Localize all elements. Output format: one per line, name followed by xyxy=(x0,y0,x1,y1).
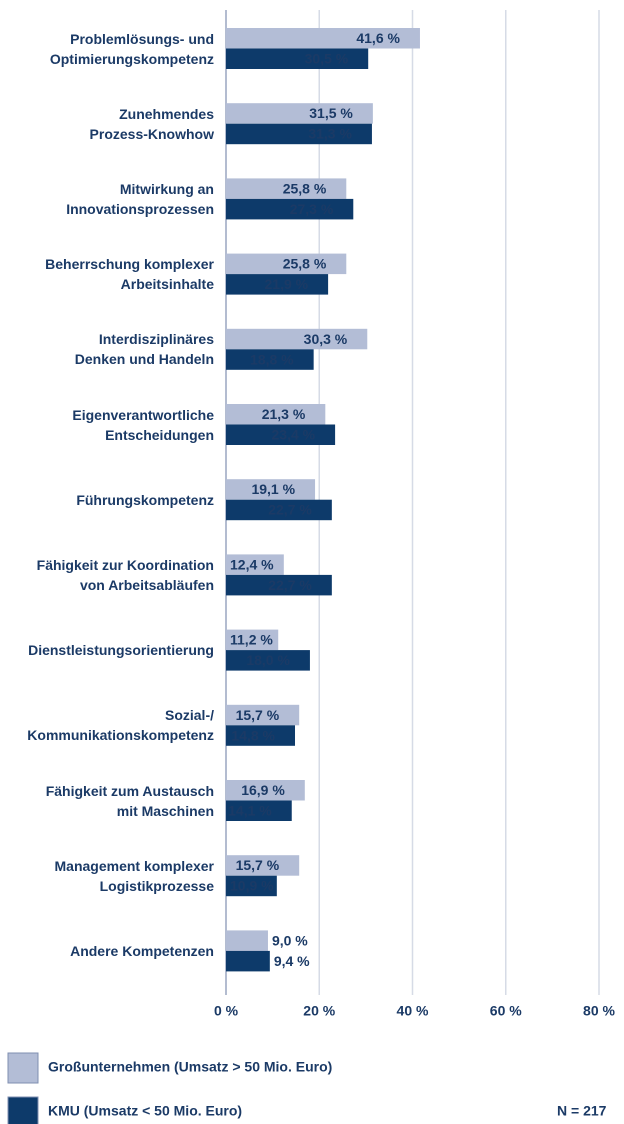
value-label: 30,3 % xyxy=(304,331,348,347)
legend-label: KMU (Umsatz < 50 Mio. Euro) xyxy=(48,1103,242,1119)
category-label: Sozial-/ Kommunikationskompetenz xyxy=(27,707,214,744)
value-label: 25,8 % xyxy=(283,256,327,272)
bar xyxy=(226,103,373,124)
x-tick-label: 20 % xyxy=(303,1003,335,1019)
category-label: Management komplexer Logistikprozesse xyxy=(54,857,215,894)
value-label: 9,4 % xyxy=(274,953,310,969)
bar xyxy=(226,48,369,69)
category-label: Führungskompetenz xyxy=(76,491,214,508)
bar xyxy=(226,328,368,350)
value-label: 14,8 % xyxy=(231,727,275,743)
bar xyxy=(226,629,279,651)
legend-label: Großunternehmen (Umsatz > 50 Mio. Euro) xyxy=(48,1059,332,1075)
value-label: 10,9 % xyxy=(230,878,274,894)
category-label: Andere Kompetenzen xyxy=(70,942,214,959)
value-label: 11,2 % xyxy=(230,632,273,648)
bar xyxy=(226,404,326,425)
value-label: 25,8 % xyxy=(283,180,327,196)
bar xyxy=(226,499,332,521)
legend-swatch xyxy=(7,1052,39,1084)
x-tick-label: 60 % xyxy=(490,1003,522,1019)
bar xyxy=(226,780,305,801)
value-label: 21,9 % xyxy=(265,276,309,292)
bar xyxy=(226,950,270,972)
x-tick-label: 80 % xyxy=(583,1003,615,1019)
value-label: 14,1 % xyxy=(228,802,272,818)
bar xyxy=(226,725,296,746)
value-label: 18,8 % xyxy=(250,351,294,367)
bar xyxy=(226,875,277,897)
category-label: Eigenverantwortliche Entscheidungen xyxy=(72,406,214,443)
category-label: Dienstleistungsorientierung xyxy=(28,642,214,659)
category-label: Interdisziplinäres Denken und Handeln xyxy=(74,331,214,368)
bar xyxy=(226,424,336,445)
bar xyxy=(226,930,268,951)
bar xyxy=(226,574,332,596)
bar xyxy=(226,855,300,876)
legend-swatch xyxy=(7,1096,39,1124)
value-label: 15,7 % xyxy=(236,857,280,873)
value-label: 12,4 % xyxy=(230,556,274,572)
note: N = 217 xyxy=(557,1103,607,1119)
bar xyxy=(226,253,347,275)
bar xyxy=(226,650,310,671)
value-label: 41,6 % xyxy=(356,30,400,46)
value-label: 9,0 % xyxy=(272,932,308,948)
value-label: 23,4 % xyxy=(272,426,316,442)
x-tick-label: 0 % xyxy=(214,1003,239,1019)
bar xyxy=(226,123,372,145)
category-label: Beherrschung komplexer Arbeitsinhalte xyxy=(45,256,214,293)
value-label: 31,5 % xyxy=(309,105,353,121)
bar xyxy=(226,349,314,370)
category-label: Mitwirkung an Innovationsprozessen xyxy=(66,180,214,217)
x-tick-label: 40 % xyxy=(397,1003,429,1019)
bar xyxy=(226,704,300,726)
value-label: 18,0 % xyxy=(246,652,290,668)
bar xyxy=(226,178,347,199)
value-label: 16,9 % xyxy=(241,782,285,798)
value-label: 30,5 % xyxy=(305,50,349,66)
bar xyxy=(226,28,420,49)
value-label: 21,3 % xyxy=(262,406,306,422)
bar xyxy=(226,479,316,500)
bar xyxy=(226,198,354,220)
value-label: 15,7 % xyxy=(236,707,280,723)
value-label: 22,7 % xyxy=(268,502,312,518)
bar xyxy=(226,554,284,575)
value-label: 31,3 % xyxy=(308,126,352,142)
value-label: 27,3 % xyxy=(290,201,334,217)
category-label: Problemlösungs- und Optimierungskompeten… xyxy=(49,30,214,67)
bar xyxy=(226,274,329,295)
category-label: Fähigkeit zum Austausch mit Maschinen xyxy=(45,782,214,819)
value-label: 22,7 % xyxy=(268,577,312,593)
category-label: Zunehmendes Prozess-Knowhow xyxy=(89,105,214,142)
value-label: 19,1 % xyxy=(251,481,295,497)
bar xyxy=(226,800,292,821)
category-label: Fähigkeit zur Koordination von Arbeitsab… xyxy=(36,556,214,593)
